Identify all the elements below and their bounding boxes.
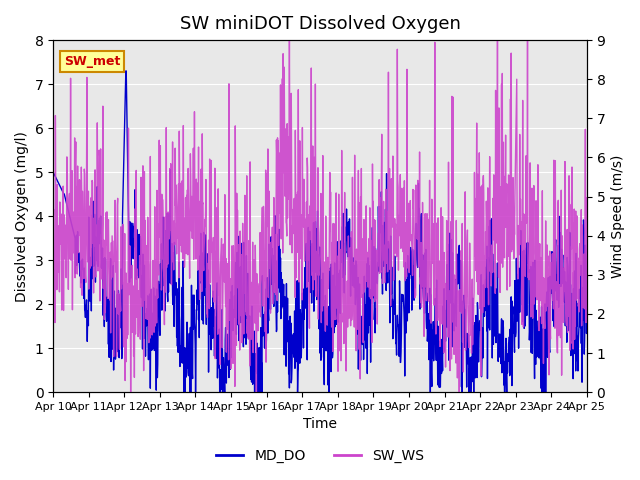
SW_WS [403,233,411,239]
MD_DO [122,68,130,74]
MD_DO [156,282,163,288]
SW_WS [168,209,176,215]
Y-axis label: Dissolved Oxygen (mg/l): Dissolved Oxygen (mg/l) [15,131,29,301]
Line: SW_WS: SW_WS [53,40,587,392]
X-axis label: Time: Time [303,418,337,432]
MD_DO [228,283,236,288]
MD_DO [49,169,57,175]
SW_WS [473,279,481,285]
MD_DO [403,318,411,324]
SW_WS [228,243,236,249]
MD_DO [168,255,176,261]
Line: MD_DO: MD_DO [53,71,587,392]
MD_DO [180,389,188,395]
SW_WS [285,37,293,43]
Y-axis label: Wind Speed (m/s): Wind Speed (m/s) [611,155,625,278]
MD_DO [473,375,481,381]
SW_WS [156,137,163,143]
SW_WS [583,195,591,201]
Legend: MD_DO, SW_WS: MD_DO, SW_WS [210,443,430,468]
Title: SW miniDOT Dissolved Oxygen: SW miniDOT Dissolved Oxygen [180,15,460,33]
Text: SW_met: SW_met [64,55,120,68]
SW_WS [520,232,528,238]
SW_WS [49,221,57,227]
MD_DO [520,325,528,331]
SW_WS [127,389,134,395]
MD_DO [583,310,591,316]
